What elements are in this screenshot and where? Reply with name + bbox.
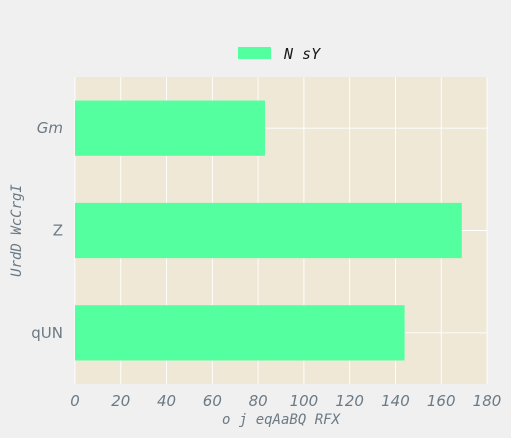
x-tick-label: 160 — [427, 392, 456, 410]
y-tick-label: Z — [53, 222, 63, 240]
x-axis-label: o j eqAaBQ RFX — [222, 412, 342, 428]
legend-swatch — [238, 47, 271, 59]
bar — [75, 202, 462, 259]
bar — [75, 100, 265, 156]
bars — [75, 100, 462, 361]
x-tick-label: 140 — [381, 392, 410, 410]
x-tick-label: 80 — [249, 392, 268, 410]
x-tick-label: 60 — [203, 392, 222, 410]
y-tick-label: qUN — [31, 324, 63, 342]
x-tick-label: 180 — [473, 392, 502, 410]
y-tick-label: Gm — [37, 119, 63, 137]
bar — [75, 305, 405, 361]
legend: N sY — [238, 45, 321, 63]
x-tick-label: 0 — [70, 392, 80, 410]
x-tick-label: 20 — [111, 392, 130, 410]
x-tick-label: 120 — [335, 392, 364, 410]
x-tick-label: 40 — [157, 392, 176, 410]
x-tick-labels: 0 20 40 60 80 100 120 140 160 180 — [70, 392, 501, 410]
legend-label: N sY — [283, 45, 321, 63]
y-axis-label: UrdD WcCrgI — [9, 184, 25, 277]
x-tick-label: 100 — [290, 392, 319, 410]
